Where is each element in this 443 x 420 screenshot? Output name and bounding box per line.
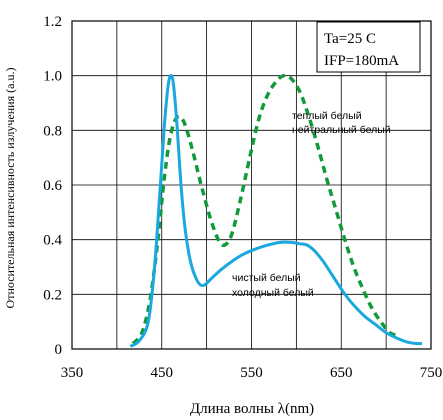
- x-axis-label: Длина волны λ(nm): [190, 401, 314, 417]
- x-tick-label: 450: [151, 365, 174, 381]
- condition-ta: Ta=25 C: [324, 31, 376, 47]
- legend-warm: теплый белый нейтральный белый: [292, 110, 391, 136]
- legend-cool-line1: чистый белый: [232, 272, 301, 284]
- y-tick-label: 0.6: [43, 178, 62, 194]
- x-tick-label: 750: [420, 365, 443, 381]
- series-warm-neutral-white: [131, 73, 398, 345]
- series-lines: [129, 73, 423, 348]
- y-tick-label: 0: [55, 342, 63, 358]
- x-tick-labels: 350 450 550 650 750: [61, 365, 443, 381]
- legend-warm-line1: теплый белый: [292, 110, 362, 122]
- y-tick-label: 1.0: [43, 69, 62, 85]
- y-tick-label: 0.2: [43, 287, 62, 303]
- plot-frame: [71, 20, 432, 350]
- x-tick-label: 550: [240, 365, 263, 381]
- series-pure-cool-white: [129, 74, 423, 348]
- y-tick-label: 0.8: [43, 123, 62, 139]
- y-tick-labels: 0 0.2 0.4 0.6 0.8 1.0 1.2: [43, 14, 62, 358]
- condition-ifp: IFP=180mA: [324, 53, 399, 69]
- x-tick-label: 350: [61, 365, 84, 381]
- legend-cool: чистый белый холодный белый: [232, 272, 314, 299]
- grid-lines: [72, 21, 431, 349]
- legend-warm-line2: нейтральный белый: [292, 124, 391, 136]
- legend-cool-line2: холодный белый: [232, 287, 314, 299]
- conditions-box: Ta=25 C IFP=180mA: [316, 21, 421, 73]
- y-tick-label: 1.2: [43, 14, 62, 30]
- y-tick-label: 0.4: [43, 233, 62, 249]
- x-tick-label: 650: [330, 365, 353, 381]
- y-axis-label: Относительная интенсивность излучения (a…: [3, 68, 17, 309]
